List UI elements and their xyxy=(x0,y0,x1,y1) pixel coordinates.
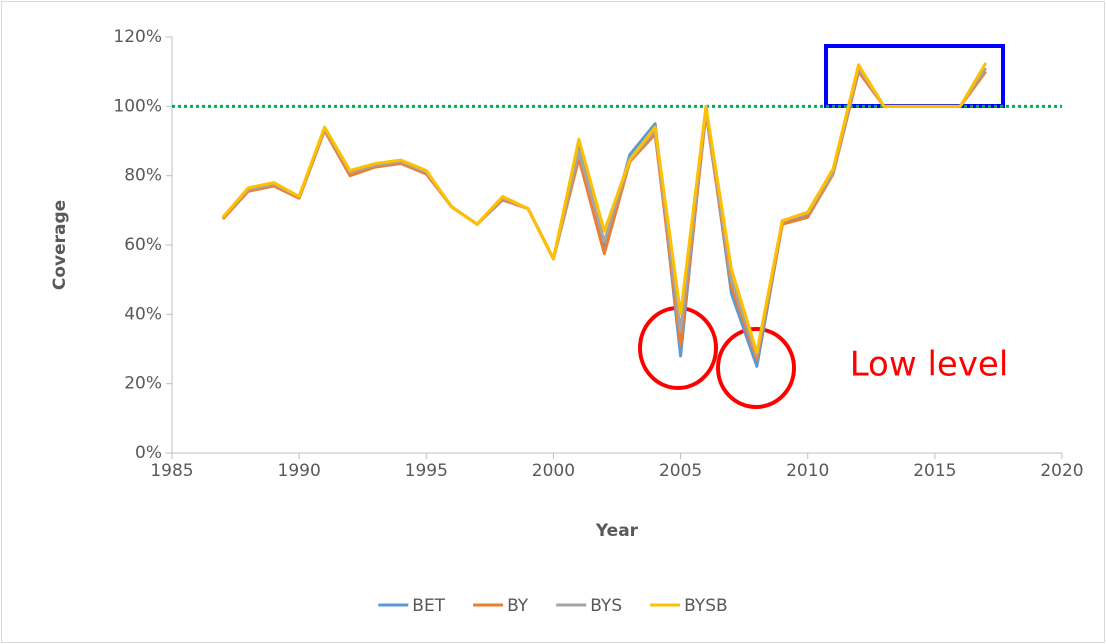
x-tick-label: 2020 xyxy=(1040,461,1083,481)
x-axis-title: Year xyxy=(595,521,639,541)
x-tick-label: 2010 xyxy=(786,461,829,481)
y-tick-label: 100% xyxy=(113,96,162,116)
y-tick-label: 80% xyxy=(124,166,162,186)
legend-label: BY xyxy=(507,596,529,616)
legend-label: BYSB xyxy=(684,596,728,616)
x-tick-label: 1990 xyxy=(278,461,321,481)
y-tick-label: 20% xyxy=(124,374,162,394)
x-tick-label: 2005 xyxy=(659,461,702,481)
y-tick-label: 0% xyxy=(135,443,162,463)
y-axis-title: Coverage xyxy=(50,200,70,290)
x-tick-label: 2015 xyxy=(913,461,956,481)
legend-label: BYS xyxy=(590,596,622,616)
series-line xyxy=(221,62,988,354)
highlight-circle xyxy=(716,327,796,409)
y-tick-label: 120% xyxy=(113,27,162,47)
x-tick-label: 1985 xyxy=(150,461,193,481)
x-tick-label: 1995 xyxy=(405,461,448,481)
y-tick-label: 40% xyxy=(124,304,162,324)
x-tick-label: 2000 xyxy=(532,461,575,481)
legend-label: BET xyxy=(412,596,445,616)
annotation: Low level xyxy=(850,345,1009,385)
y-tick-label: 60% xyxy=(124,235,162,255)
